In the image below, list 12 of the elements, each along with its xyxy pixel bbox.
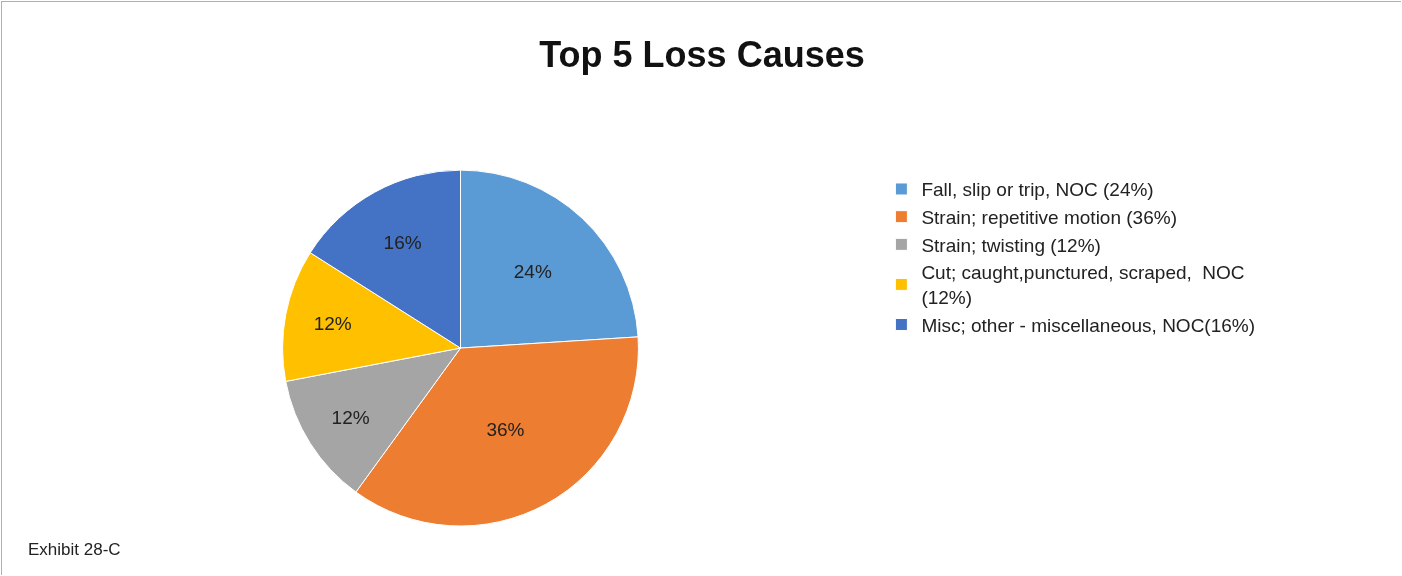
data-label: 16% [383, 232, 422, 254]
chart-title: Top 5 Loss Causes [539, 34, 865, 76]
legend-label: Strain; twisting (12%) [921, 234, 1101, 256]
data-label: 12% [313, 313, 352, 335]
data-label: 24% [513, 260, 552, 282]
data-label: 36% [486, 419, 525, 441]
legend-label: Fall, slip or trip, NOC (24%) [921, 179, 1154, 201]
text: Exhibit 28-C [28, 540, 121, 559]
legend-label: Misc; other - miscellaneous, NOC(16%) [921, 314, 1256, 336]
legend-label: Strain; repetitive motion (36%) [921, 207, 1177, 229]
legend-label: Cut; caught,punctured, scraped, NOC (12%) [921, 262, 1245, 309]
data-label: 12% [331, 407, 370, 429]
